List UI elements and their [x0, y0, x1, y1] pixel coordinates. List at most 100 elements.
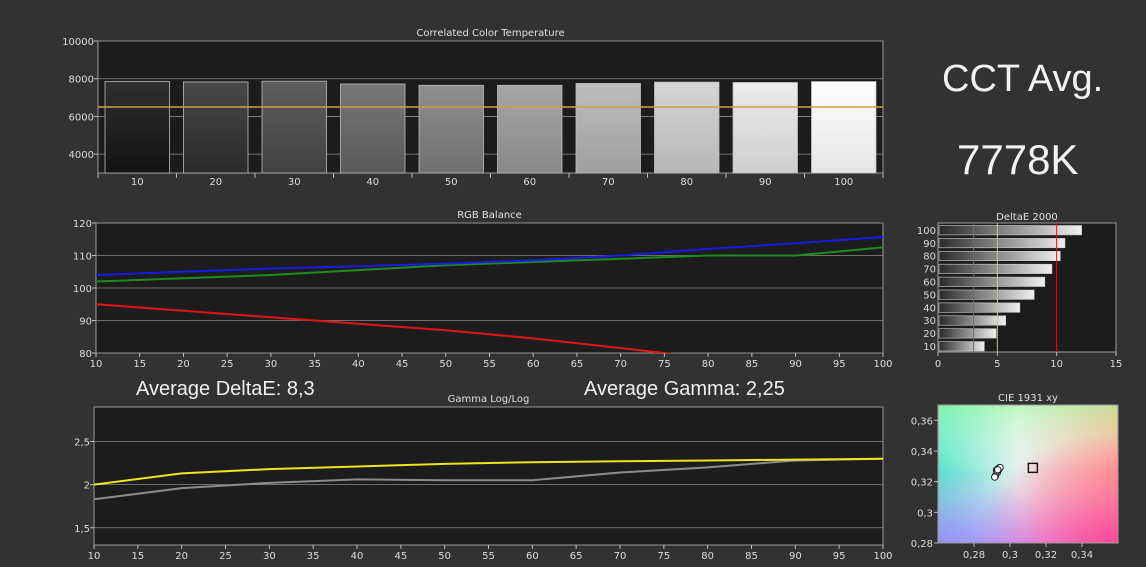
rgb-x-tick-label: 35 — [308, 359, 321, 370]
cct-bar — [811, 81, 877, 174]
gamma-x-tick-label: 75 — [657, 551, 670, 562]
deltae-y-tick-label: 70 — [923, 265, 936, 276]
gamma-x-tick-label: 100 — [873, 551, 892, 562]
gamma-x-tick-label: 95 — [833, 551, 846, 562]
deltae-y-tick-label: 10 — [923, 342, 936, 353]
rgb-y-tick-label: 120 — [73, 219, 92, 230]
deltae-y-tick-label: 100 — [917, 226, 936, 237]
cct-x-tick-label: 70 — [602, 177, 615, 188]
gamma-x-tick-label: 45 — [394, 551, 407, 562]
gamma-chart-group: Gamma Log/Log 1,5 2 2,5 10 15 20 25 30 35 40 45 50 55… — [74, 394, 892, 562]
cie-measured-point — [994, 466, 1002, 474]
rgb-x-tick-label: 70 — [614, 359, 627, 370]
cie-plot-tint-blue — [937, 404, 1119, 544]
gamma-x-tick-label: 80 — [701, 551, 714, 562]
gamma-x-tick-label: 30 — [263, 551, 276, 562]
cct-chart-title: Correlated Color Temperature — [416, 28, 564, 39]
cct-x-tick-label: 40 — [366, 177, 379, 188]
rgb-y-tick-label: 90 — [79, 317, 92, 328]
rgb-y-tick-label: 110 — [73, 252, 92, 263]
cct-bar — [575, 83, 641, 174]
rgb-series-line-red — [96, 303, 674, 353]
deltae-bar — [938, 328, 997, 339]
cct-bar — [418, 84, 484, 174]
cie-chart-group: CIE 1931 xy 0,28 0,3 0,32 0,34 0,36 0,28 0,3 0,3… — [911, 393, 1119, 561]
cie-y-tick-label: 0,28 — [911, 539, 933, 550]
cct-x-tick-label: 30 — [288, 177, 301, 188]
gamma-y-tick-label: 2,5 — [74, 438, 90, 449]
cct-x-tick-label: 100 — [834, 177, 853, 188]
deltae-x-tick-label: 15 — [1110, 359, 1123, 370]
rgb-x-tick-label: 95 — [833, 359, 846, 370]
rgb-x-tick-label: 50 — [439, 359, 452, 370]
deltae-bar — [938, 341, 985, 352]
cct-x-tick-label: 50 — [445, 177, 458, 188]
deltae-y-tick-label: 60 — [923, 278, 936, 289]
cct-x-tick-label: 10 — [131, 177, 144, 188]
deltae-x-tick-label: 10 — [1050, 359, 1063, 370]
deltae-bar — [938, 251, 1061, 262]
gamma-x-tick-label: 90 — [789, 551, 802, 562]
average-deltae-stat: Average DeltaE: 8,3 — [136, 378, 315, 400]
cct-bar — [183, 81, 249, 174]
cct-bar — [261, 80, 327, 174]
rgb-x-tick-label: 75 — [658, 359, 671, 370]
gamma-x-tick-label: 10 — [88, 551, 101, 562]
cie-target-marker — [1027, 462, 1039, 474]
rgb-x-tick-label: 90 — [789, 359, 802, 370]
rgb-x-tick-label: 20 — [177, 359, 190, 370]
gamma-x-tick-label: 85 — [745, 551, 758, 562]
gamma-series-line-gamma_measured — [94, 457, 883, 486]
deltae-y-tick-label: 50 — [923, 290, 936, 301]
cct-y-tick-label: 10000 — [62, 37, 94, 48]
rgb-y-tick-label: 80 — [79, 349, 92, 360]
rgb-chart-group: RGB Balance 80 90 100 110 120 10 15 20 25 30 35 40 45… — [73, 210, 893, 370]
gamma-y-tick-label: 2 — [84, 481, 90, 492]
cct-bar — [654, 81, 720, 174]
cct-bar — [732, 82, 798, 174]
rgb-x-tick-label: 85 — [745, 359, 758, 370]
rgb-x-tick-label: 65 — [571, 359, 584, 370]
average-gamma-stat: Average Gamma: 2,25 — [584, 378, 785, 400]
rgb-x-tick-label: 40 — [352, 359, 365, 370]
gamma-x-tick-label: 60 — [526, 551, 539, 562]
gamma-x-tick-label: 40 — [351, 551, 364, 562]
cie-x-tick-label: 0,28 — [963, 550, 985, 561]
cie-x-tick-label: 0,32 — [1035, 550, 1057, 561]
deltae-chart-title: DeltaE 2000 — [996, 212, 1058, 223]
deltae-y-tick-label: 20 — [923, 329, 936, 340]
gamma-x-tick-label: 25 — [219, 551, 232, 562]
cie-x-tick-label: 0,3 — [1002, 550, 1018, 561]
cct-chart-group: Correlated Color Temperature 4000 6000 8000… — [62, 28, 884, 188]
cct-x-tick-label: 80 — [680, 177, 693, 188]
rgb-chart-title: RGB Balance — [457, 210, 522, 221]
deltae-bar — [938, 315, 1006, 326]
gamma-series-line-gamma_target — [94, 457, 883, 501]
cct-x-tick-label: 60 — [523, 177, 536, 188]
gamma-x-tick-label: 65 — [570, 551, 583, 562]
cct-bar — [497, 84, 563, 174]
rgb-series-line-blue — [96, 236, 883, 276]
gamma-x-tick-label: 35 — [307, 551, 320, 562]
rgb-x-tick-label: 60 — [527, 359, 540, 370]
deltae-bar — [938, 276, 1046, 287]
cct-average-value: 7778K — [957, 136, 1079, 183]
cct-bar — [104, 81, 170, 174]
rgb-x-tick-label: 100 — [873, 359, 892, 370]
cie-chart-title: CIE 1931 xy — [998, 393, 1058, 404]
gamma-x-tick-label: 70 — [614, 551, 627, 562]
deltae-bar — [938, 263, 1053, 274]
rgb-x-tick-label: 30 — [265, 359, 278, 370]
deltae-y-tick-label: 40 — [923, 303, 936, 314]
deltae-y-tick-label: 30 — [923, 316, 936, 327]
cie-y-tick-label: 0,32 — [911, 478, 933, 489]
gamma-plot-area — [93, 406, 884, 546]
rgb-x-tick-label: 25 — [221, 359, 234, 370]
deltae-bar — [938, 225, 1082, 236]
rgb-series-line-green — [96, 246, 883, 283]
deltae-bar — [938, 302, 1021, 313]
cct-y-tick-label: 8000 — [69, 75, 94, 86]
cie-y-tick-label: 0,36 — [911, 416, 933, 427]
deltae-y-tick-label: 80 — [923, 252, 936, 263]
